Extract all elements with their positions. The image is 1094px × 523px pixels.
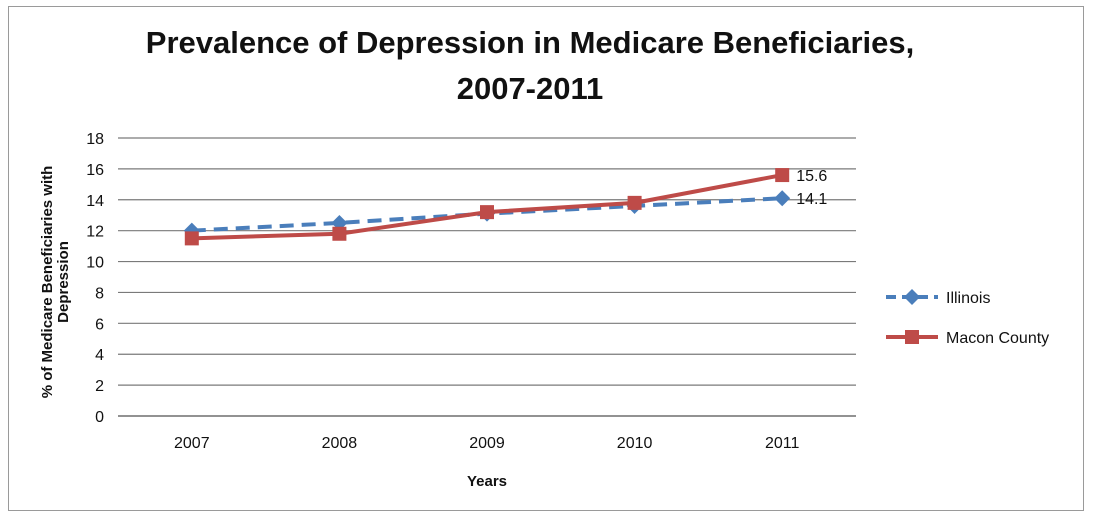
- y-tick-label: 2: [95, 378, 104, 395]
- x-axis-title: Years: [467, 473, 507, 490]
- chart-title-line-1: Prevalence of Depression in Medicare Ben…: [145, 25, 915, 60]
- legend-marker-square: [905, 330, 919, 344]
- x-tick-label: 2011: [765, 435, 800, 452]
- y-axis-title-line-2: Depression: [55, 241, 72, 323]
- point-marker-square: [184, 231, 199, 246]
- point-marker-square: [332, 226, 347, 241]
- legend-label: Illinois: [946, 290, 990, 307]
- y-axis-title-line-1: % of Medicare Beneficiaries with: [39, 166, 56, 399]
- chart-frame: [8, 6, 1084, 511]
- x-tick-label: 2007: [174, 435, 210, 452]
- y-tick-label: 14: [86, 193, 104, 210]
- y-tick-label: 8: [95, 285, 104, 302]
- x-tick-label: 2010: [617, 435, 653, 452]
- data-label-end: 14.1: [796, 191, 827, 208]
- y-axis-title: % of Medicare Beneficiaries with Depress…: [39, 166, 72, 399]
- point-marker-square: [627, 195, 642, 210]
- y-tick-label: 0: [95, 409, 104, 426]
- x-tick-label: 2009: [469, 435, 505, 452]
- point-marker-diamond: [774, 190, 791, 207]
- point-marker-square: [480, 205, 494, 220]
- y-axis-ticks: 0 2 4 6 8 10 12 14 16 18: [86, 131, 104, 426]
- y-tick-label: 12: [86, 224, 104, 241]
- gridlines: [118, 137, 856, 417]
- x-axis-ticks: 2007 2008 2009 2010 2011: [174, 435, 800, 452]
- y-tick-label: 10: [86, 255, 104, 272]
- y-tick-label: 18: [86, 131, 104, 148]
- x-tick-label: 2008: [322, 435, 358, 452]
- series-lines: [183, 168, 791, 246]
- y-tick-label: 6: [95, 316, 104, 333]
- legend-label: Macon County: [946, 330, 1049, 347]
- y-tick-label: 4: [95, 347, 104, 364]
- point-marker-square: [775, 168, 790, 183]
- legend: Illinois Macon County: [886, 289, 1049, 347]
- legend-marker-diamond: [904, 289, 920, 305]
- chart-title-line-2: 2007-2011: [456, 71, 604, 106]
- data-label-end: 15.6: [796, 168, 827, 185]
- y-tick-label: 16: [86, 162, 104, 179]
- data-labels: 14.1 15.6: [796, 168, 827, 208]
